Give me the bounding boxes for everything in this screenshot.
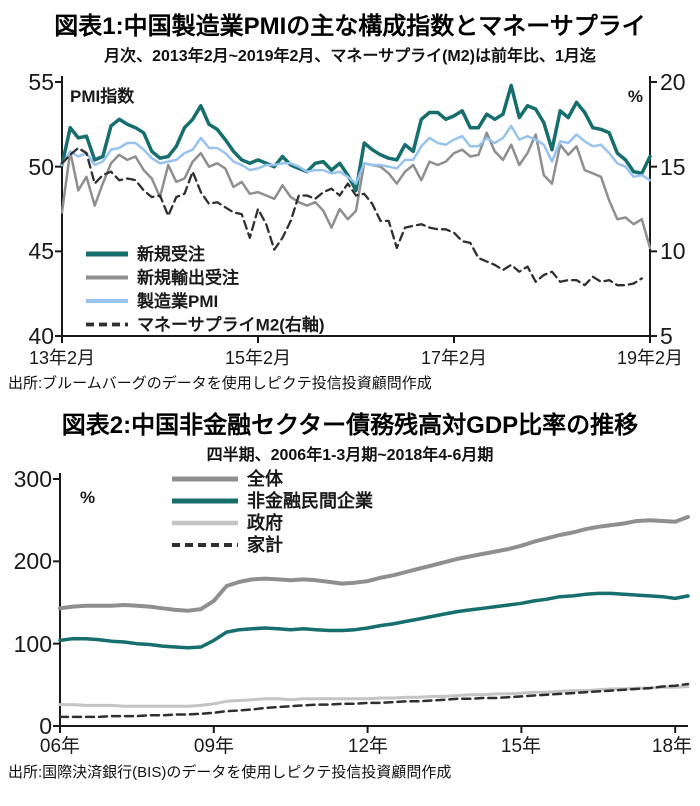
x-axis-tick-label: 17年2月 [421,348,487,368]
chart2-subtitle: 四半期、2006年1-3月期~2018年4-6月期 [206,447,494,464]
y-axis-tick-label: 15 [660,154,686,180]
chart2-section: 図表2:中国非金融セクター債務残高対GDP比率の推移 四半期、2006年1-3月… [0,405,700,782]
chart2-source: 出所:国際決済銀行(BIS)のデータを使用しピクテ投信投資顧問作成 [8,764,452,781]
x-axis-tick-label: 09年 [194,735,234,757]
series-line-0 [60,83,652,193]
y-axis-tick-label: 55 [28,69,54,95]
y-axis-tick-label: 5 [660,323,673,349]
x-axis-tick-label: 18年 [652,735,692,757]
legend-label: 製造業PMI [136,291,218,311]
left-axis-title: % [80,488,95,507]
y-axis-tick-label: 200 [14,548,52,574]
x-axis-tick-label: 15年2月 [225,348,291,368]
x-axis-tick-label: 15年 [501,735,541,757]
y-axis-tick-label: 40 [28,323,54,349]
chart1-subtitle: 月次、2013年2月~2019年2月、マネーサプライ(M2)は前年比、1月迄 [104,48,596,65]
x-axis-tick-label: 06年 [40,735,80,757]
legend-label: 新規受注 [137,244,205,264]
y-axis-tick-label: 20 [660,69,686,95]
y-axis-tick-label: 0 [39,713,52,739]
chart2-title: 図表2:中国非金融セクター債務残高対GDP比率の推移 [61,412,639,439]
series-line-1 [58,591,690,650]
series-line-3 [60,146,643,287]
chart1-source: 出所:ブルームバーグのデータを使用しピクテ投信投資顧問作成 [8,375,432,392]
report-page: 図表1:中国製造業PMIの主な構成指数とマネーサプライ 月次、2013年2月~2… [0,6,700,782]
series-line-2 [60,124,652,185]
chart1-title: 図表1:中国製造業PMIの主な構成指数とマネーサプライ [54,13,646,40]
chart2-canvas: 300 200 100 0 % 06年 09年 12年 15年 18年 全体非金… [14,467,692,757]
legend-label: マネーサプライM2(右軸) [137,315,325,335]
legend-label: 家計 [247,534,283,555]
legend-label: 新規輸出受注 [137,268,239,288]
x-axis-tick-label: 12年 [348,735,388,757]
y-axis-tick-label: 45 [28,238,54,264]
x-axis-tick-label: 19年2月 [617,348,683,368]
y-axis-tick-label: 10 [660,238,686,264]
chart1-section: 図表1:中国製造業PMIの主な構成指数とマネーサプライ 月次、2013年2月~2… [0,6,700,393]
y-axis-tick-label: 300 [14,467,52,492]
series-line-0 [58,514,690,613]
series-line-2 [58,685,690,708]
y-axis-tick-label: 50 [28,154,54,180]
right-axis-title: % [628,87,643,106]
y-axis-tick-label: 100 [14,631,52,657]
series-line-3 [58,682,690,719]
x-axis-tick-label: 13年2月 [29,348,95,368]
legend-label: 非金融民間企業 [247,490,374,511]
legend-label: 政府 [247,512,283,533]
chart1-canvas: 55 50 45 40 20 15 10 5 PMI指数 % 13年2月 15年… [28,69,686,368]
left-axis-title: PMI指数 [70,86,135,106]
legend-label: 全体 [246,468,284,489]
